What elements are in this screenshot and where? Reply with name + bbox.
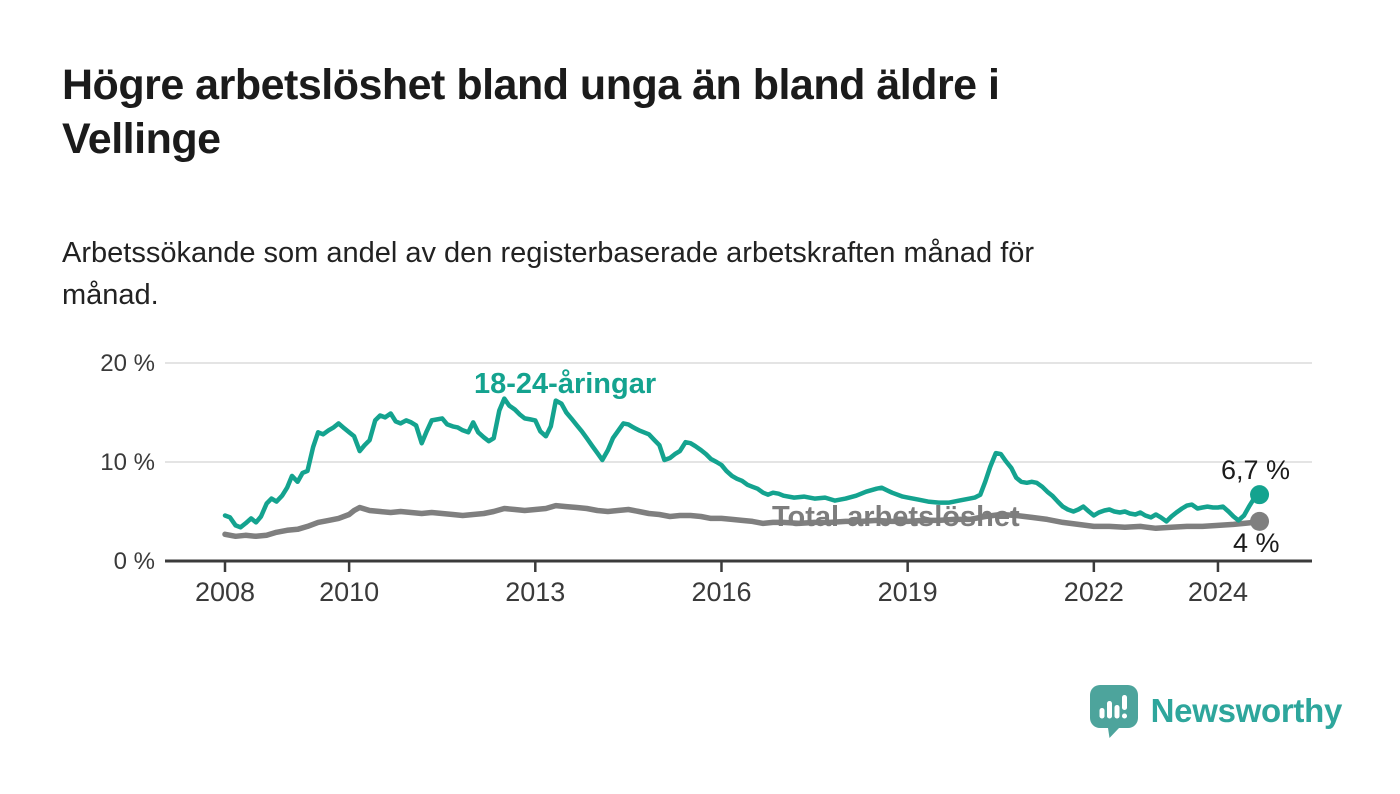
x-tick-label-2024: 2024: [1188, 577, 1248, 607]
logo-exclamation-dot: [1121, 713, 1127, 719]
logo-exclamation-bar: [1121, 695, 1127, 710]
series-label-total: Total arbetslöshet: [772, 501, 1020, 533]
newsworthy-logo-icon: [1089, 685, 1138, 738]
end-dot-18-24-åringar: [1250, 485, 1270, 505]
logo-bar-3: [1114, 705, 1120, 719]
x-tick-label-2019: 2019: [878, 577, 938, 607]
logo-bar-1: [1099, 708, 1105, 719]
y-tick-label-0: 0 %: [114, 548, 155, 575]
brand-name: Newsworthy: [1150, 692, 1343, 729]
y-tick-label-10: 10 %: [100, 449, 155, 476]
line-18-24-åringar: [222, 396, 1262, 530]
chart-subtitle-line2: månad.: [62, 279, 159, 312]
newsworthy-brand: Newsworthy: [1089, 684, 1342, 738]
x-tick-label-2010: 2010: [319, 577, 379, 607]
chart-subtitle-line1: Arbetssökande som andel av den registerb…: [62, 237, 1035, 269]
logo-bar-2: [1106, 701, 1112, 719]
chart-subtitle: Arbetssökande som andel av den registerb…: [62, 232, 1034, 316]
x-tick-label-2013: 2013: [505, 577, 565, 607]
page-title: Högre arbetslöshet bland unga än bland ä…: [62, 58, 1000, 166]
end-dot-Total arbetslöshet: [1250, 511, 1270, 531]
x-tick-label-2016: 2016: [691, 577, 751, 607]
x-tick-label-2008: 2008: [195, 577, 255, 607]
series-label-18-24: 18-24-åringar: [474, 368, 657, 400]
y-tick-label-20: 20 %: [100, 350, 155, 377]
line-Total arbetslöshet: [222, 502, 1263, 540]
x-tick-label-2022: 2022: [1064, 577, 1124, 607]
page-title-line1: Högre arbetslöshet bland unga än bland ä…: [62, 61, 1000, 109]
end-value-label-total: 4 %: [1233, 528, 1280, 558]
page-title-line2: Vellinge: [62, 115, 221, 164]
end-value-label-18-24: 6,7 %: [1221, 455, 1291, 485]
